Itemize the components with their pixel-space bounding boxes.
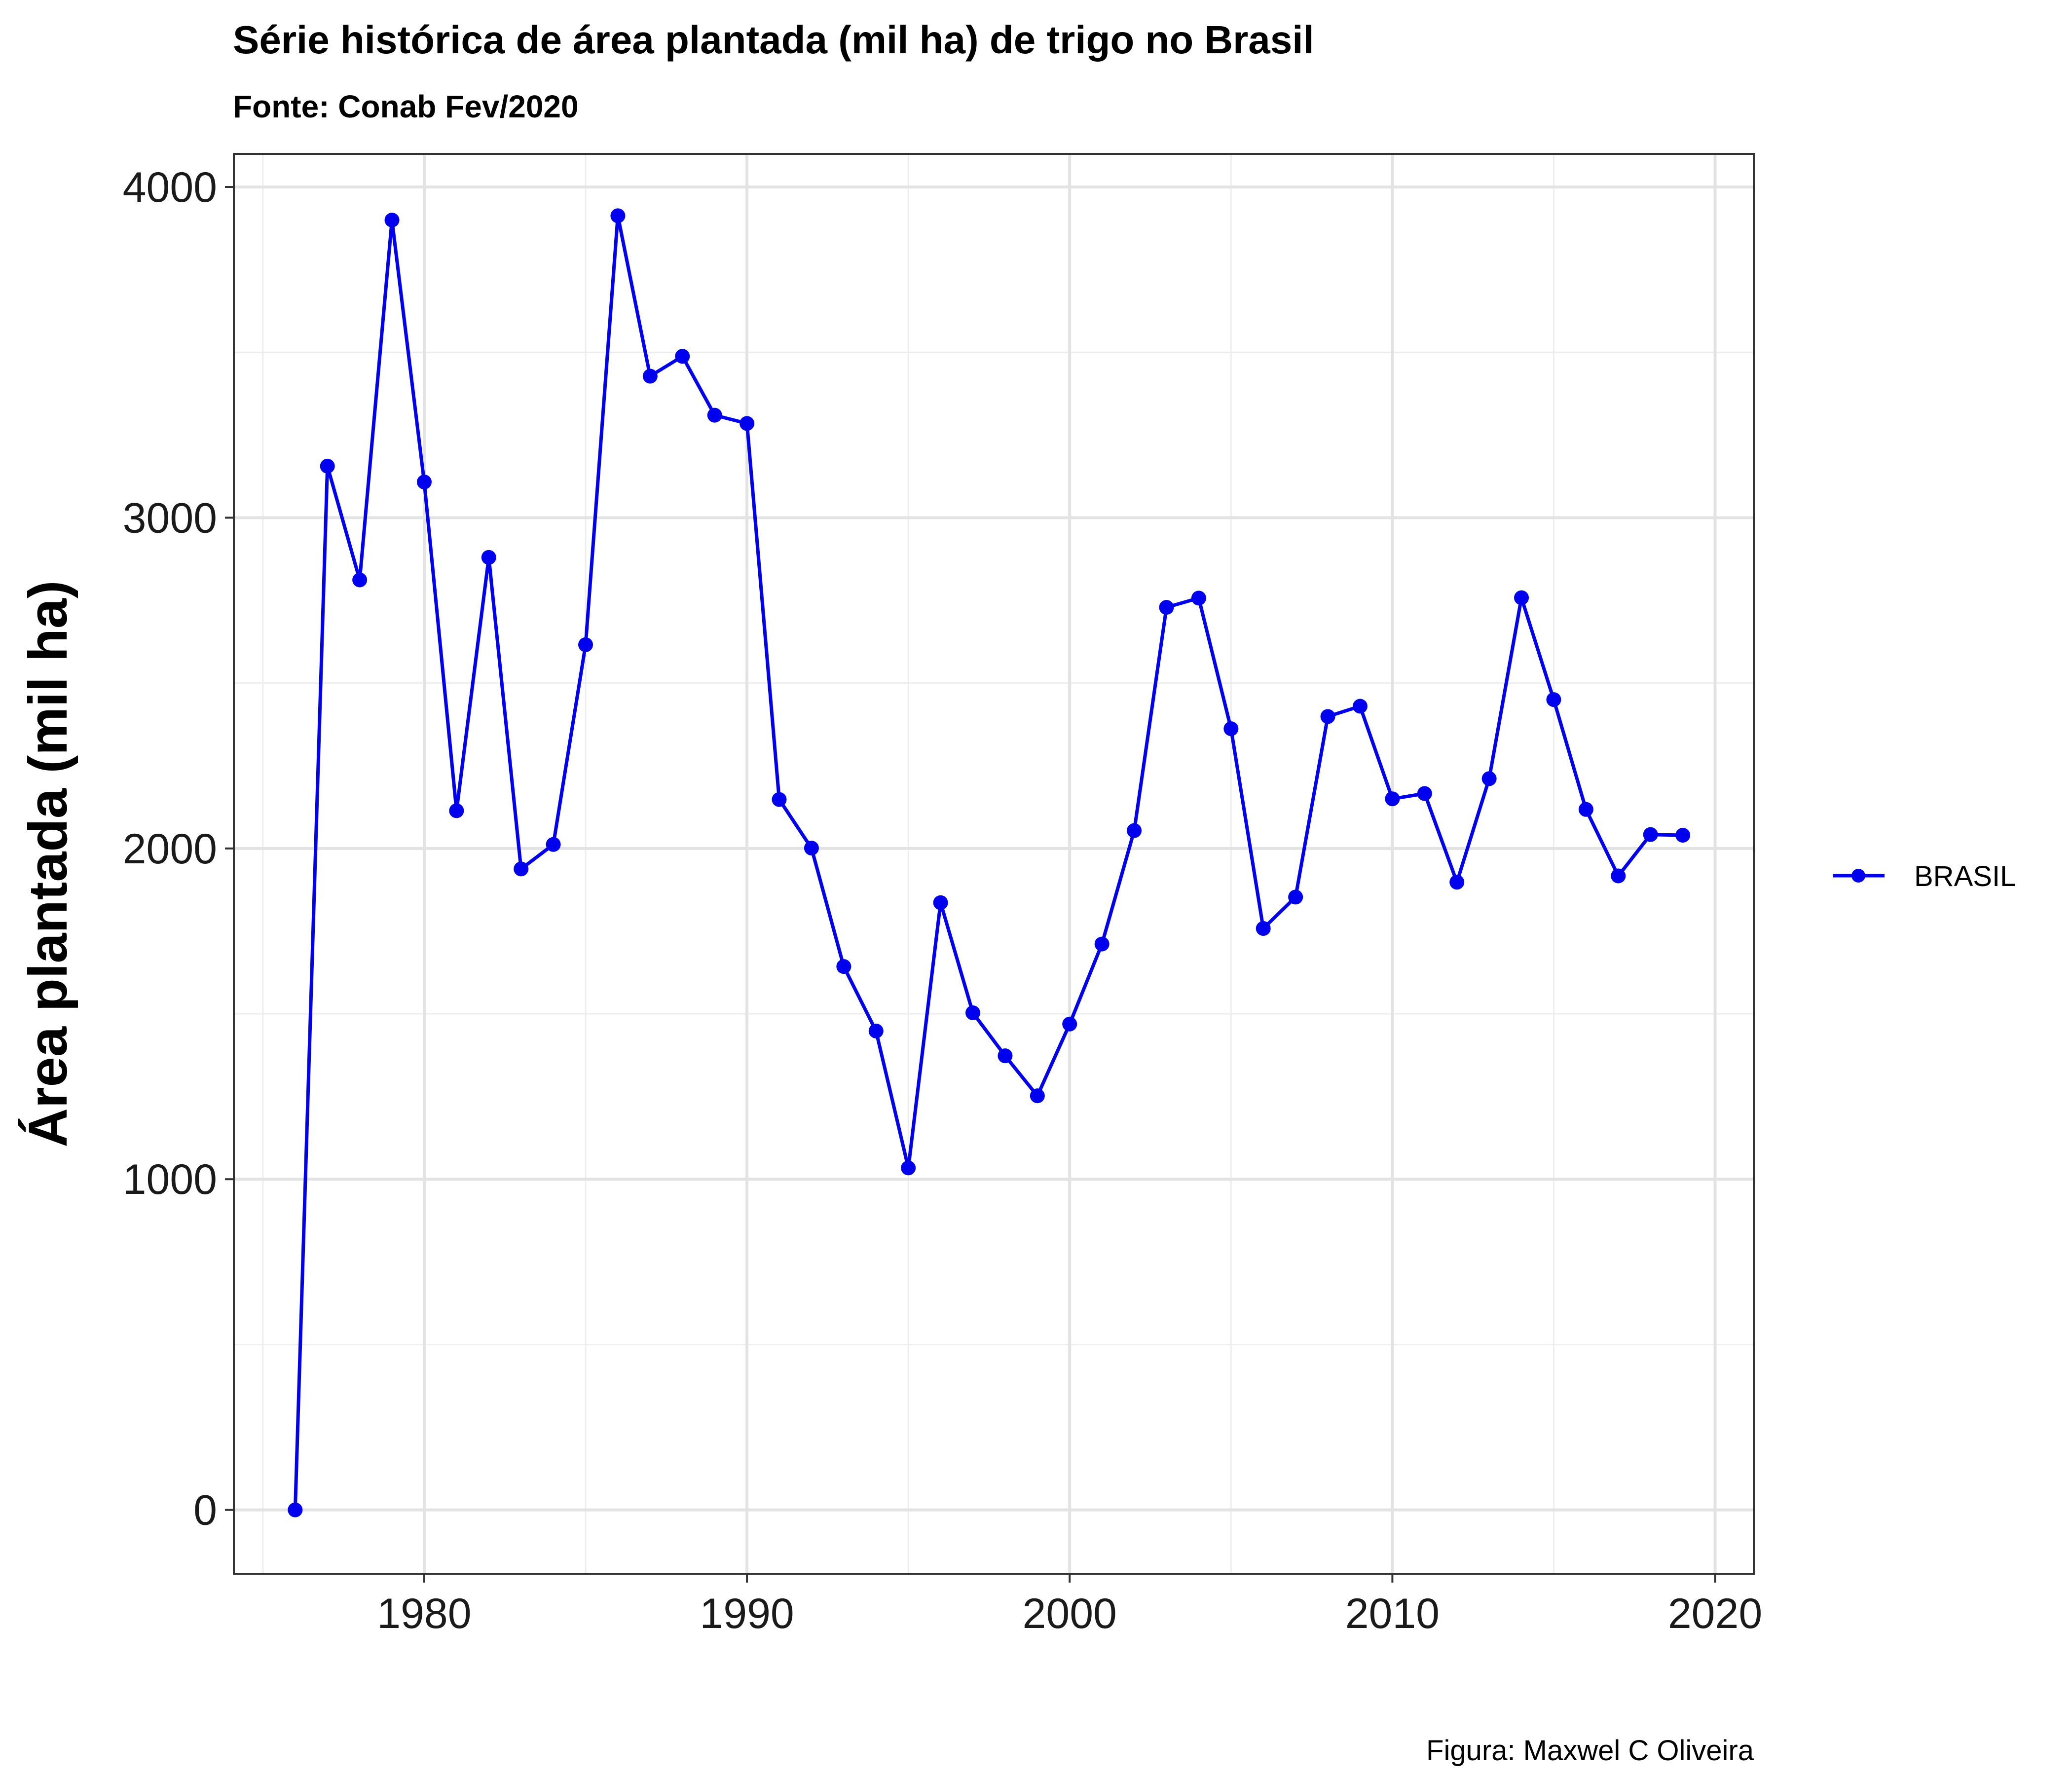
x-tick-label: 1990 bbox=[700, 1590, 794, 1637]
data-point bbox=[868, 1023, 884, 1038]
data-point bbox=[740, 416, 755, 431]
data-point bbox=[1030, 1088, 1045, 1104]
data-point bbox=[772, 792, 787, 807]
x-tick-label: 1980 bbox=[377, 1590, 471, 1637]
series-line-brasil bbox=[293, 214, 1683, 1510]
data-point bbox=[1223, 721, 1239, 737]
data-point bbox=[546, 837, 561, 852]
data-point bbox=[1578, 802, 1593, 817]
data-point bbox=[610, 208, 626, 223]
legend-key-point bbox=[1851, 869, 1865, 883]
data-point bbox=[804, 841, 819, 856]
x-tick-label: 2000 bbox=[1023, 1590, 1117, 1637]
data-point bbox=[320, 458, 335, 474]
data-point bbox=[707, 407, 722, 423]
data-point bbox=[675, 349, 690, 364]
data-point bbox=[384, 213, 400, 228]
chart-subtitle: Fonte: Conab Fev/2020 bbox=[233, 89, 579, 124]
data-point bbox=[481, 550, 496, 565]
data-point bbox=[901, 1160, 916, 1176]
data-point bbox=[1481, 771, 1497, 786]
data-point bbox=[1062, 1016, 1077, 1032]
data-point bbox=[1385, 791, 1400, 807]
data-point bbox=[1352, 699, 1368, 714]
legend-label-brasil: BRASIL bbox=[1914, 860, 2016, 892]
y-tick-label: 0 bbox=[193, 1487, 217, 1534]
data-point bbox=[1094, 936, 1110, 952]
data-point bbox=[416, 475, 432, 490]
data-point bbox=[1288, 889, 1303, 905]
data-point bbox=[352, 572, 368, 588]
legend: BRASIL bbox=[1833, 860, 2016, 892]
data-point bbox=[933, 895, 948, 910]
data-point bbox=[1417, 786, 1432, 801]
plot-panel-border bbox=[233, 153, 1755, 1575]
data-point bbox=[998, 1048, 1013, 1064]
data-point bbox=[836, 959, 851, 974]
x-tick-label: 2020 bbox=[1668, 1590, 1762, 1637]
grid bbox=[234, 154, 1754, 1574]
data-point bbox=[1643, 827, 1658, 842]
y-tick-label: 3000 bbox=[123, 494, 217, 542]
data-point bbox=[1320, 709, 1335, 724]
data-point bbox=[449, 803, 464, 818]
data-point bbox=[1514, 590, 1529, 605]
data-point bbox=[1546, 692, 1561, 707]
series-layer bbox=[288, 208, 1691, 1517]
data-point bbox=[1449, 875, 1465, 890]
data-point bbox=[1611, 868, 1626, 884]
y-tick-label: 4000 bbox=[123, 164, 217, 211]
chart-title: Série histórica de área plantada (mil ha… bbox=[233, 18, 1314, 62]
y-axis-label: Área plantada (mil ha) bbox=[18, 580, 78, 1147]
data-point bbox=[1127, 823, 1142, 838]
x-tick-label: 2010 bbox=[1345, 1590, 1440, 1637]
data-point bbox=[1191, 591, 1206, 606]
y-tick-label: 1000 bbox=[123, 1156, 217, 1203]
data-point bbox=[1675, 828, 1691, 843]
y-tick-label: 2000 bbox=[123, 825, 217, 873]
data-point bbox=[288, 1502, 303, 1517]
data-point bbox=[642, 369, 658, 384]
data-point bbox=[578, 637, 593, 652]
figure-caption: Figura: Maxwel C Oliveira bbox=[1426, 1735, 1754, 1767]
data-point bbox=[514, 861, 529, 877]
data-point bbox=[1159, 600, 1174, 615]
data-point bbox=[965, 1005, 980, 1021]
data-point bbox=[1256, 921, 1271, 936]
axis-ticks: 1980 1990 2000 2010 2020 0 1000 2000 3000 4000 bbox=[123, 164, 1762, 1637]
